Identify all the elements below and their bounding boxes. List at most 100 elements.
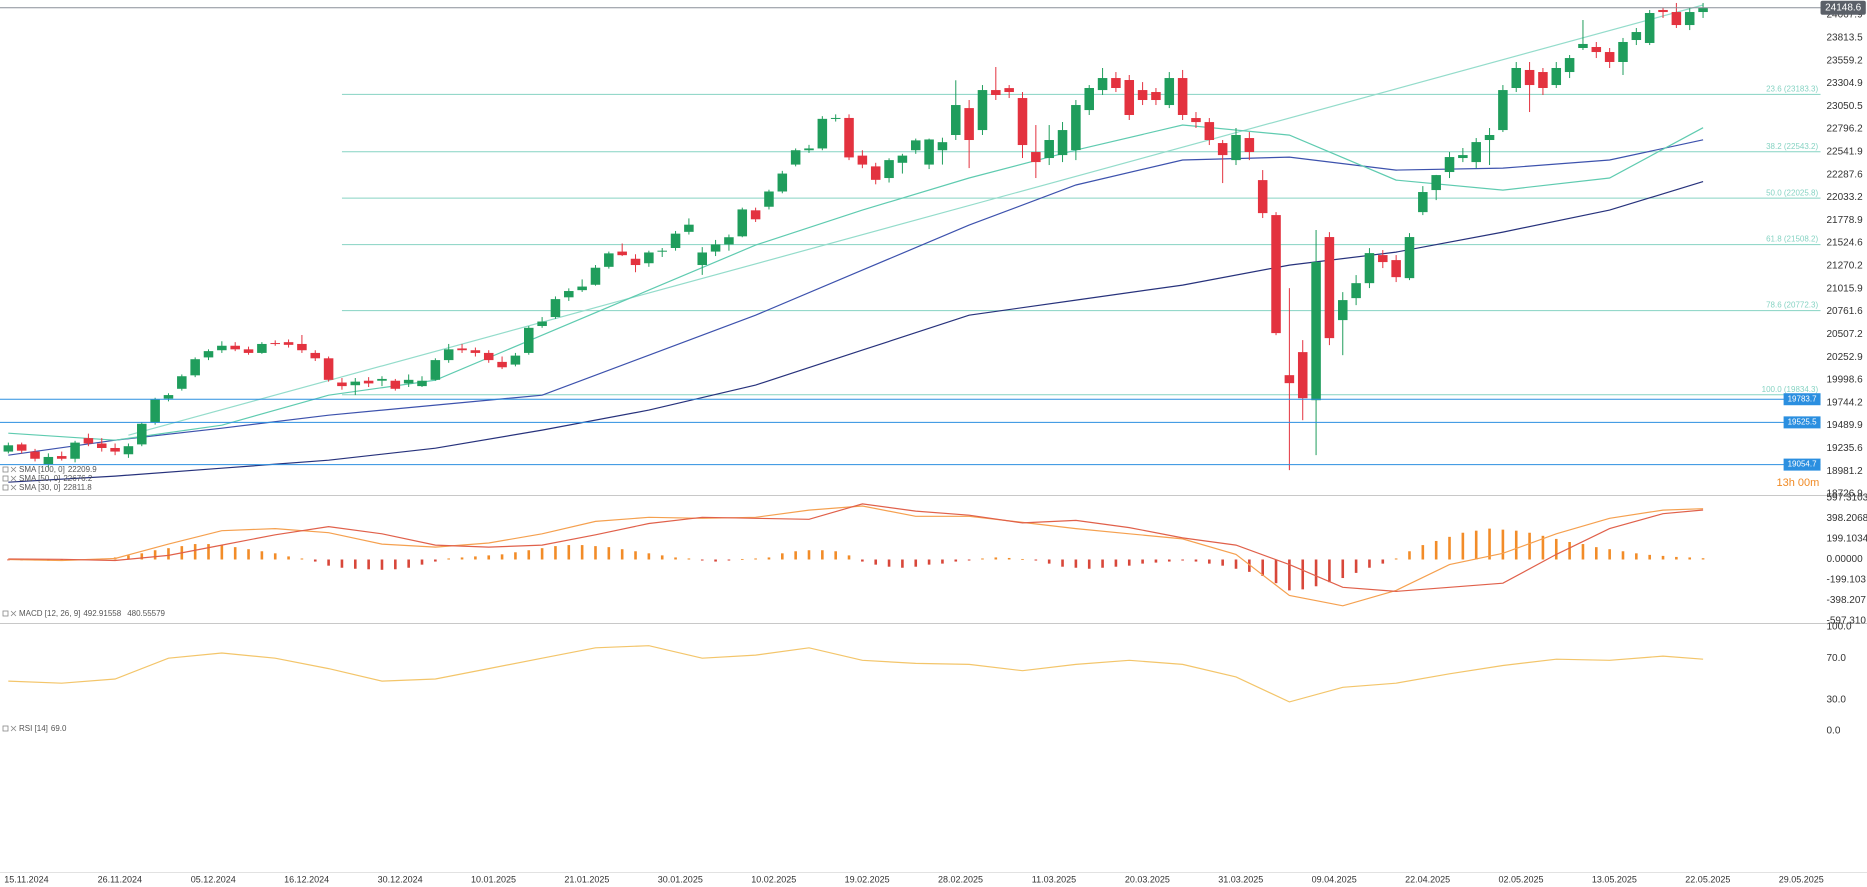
y-tick-label: 22033.2 — [1826, 192, 1863, 203]
countdown: 13h 00m — [1777, 477, 1820, 489]
macd-histogram-bar — [807, 550, 811, 560]
legend-icon — [2, 725, 9, 732]
macd-histogram-bar — [754, 558, 757, 560]
candle-body — [1244, 138, 1255, 153]
macd-histogram-bar — [1288, 559, 1291, 591]
macd-histogram-bar — [193, 544, 197, 560]
candle-body — [830, 117, 841, 119]
macd-histogram-bar — [514, 552, 517, 560]
y-tick-label: 199.1034 — [1826, 534, 1867, 545]
macd-histogram-bar — [1221, 559, 1224, 566]
macd-histogram-bar — [1061, 559, 1064, 567]
candle-body — [350, 381, 361, 386]
candle-body — [724, 237, 734, 245]
macd-histogram-bar — [1341, 559, 1345, 579]
legend-value: 69.0 — [51, 724, 67, 733]
candle-body — [1191, 118, 1201, 123]
y-tick-label: 18981.2 — [1826, 466, 1863, 477]
macd-histogram-bar — [1448, 536, 1451, 560]
y-tick-label: 21270.2 — [1826, 261, 1863, 272]
macd-histogram-bar — [1167, 559, 1171, 562]
candle-body — [1084, 87, 1094, 111]
candle-body — [537, 321, 547, 327]
macd-histogram-bar — [1381, 559, 1385, 564]
candle-body — [96, 443, 107, 448]
macd-histogram-bar — [1021, 558, 1024, 560]
y-tick-label: 0.00000 — [1826, 554, 1863, 565]
legend-close-icon — [10, 725, 17, 732]
candle-body — [1378, 255, 1388, 263]
legend-close-icon — [10, 610, 17, 617]
candle-body — [230, 345, 240, 350]
last-price-label: 24148.6 — [1825, 2, 1862, 13]
macd-histogram-bar — [1514, 530, 1518, 560]
candle-body — [1257, 180, 1268, 214]
candle-body — [657, 250, 667, 252]
moving-average — [8, 181, 1704, 483]
macd-histogram-bar — [380, 559, 384, 570]
candle-body — [1137, 90, 1148, 101]
macd-histogram-bar — [634, 551, 637, 560]
candle-body — [30, 451, 40, 459]
x-tick-label: 10.01.2025 — [471, 874, 516, 884]
candle-body — [1658, 9, 1668, 13]
candle-body — [190, 359, 200, 376]
candle-body — [1644, 13, 1655, 43]
candle-body — [137, 423, 147, 445]
macd-histogram-bar — [287, 556, 290, 560]
macd-histogram-bar — [447, 558, 450, 560]
x-tick-label: 26.11.2024 — [98, 874, 142, 884]
candle-body — [1337, 300, 1348, 321]
y-tick-label: 22287.6 — [1826, 169, 1863, 180]
candle-body — [617, 251, 627, 256]
macd-histogram-bar — [954, 559, 958, 562]
candle-body — [1111, 78, 1121, 88]
candle-body — [1471, 142, 1481, 163]
macd-histogram-bar — [874, 559, 878, 565]
candle-body — [1124, 80, 1135, 115]
candle-body — [497, 361, 507, 368]
candle-body — [1271, 215, 1281, 334]
candle-body — [1698, 7, 1708, 13]
candle-body — [1551, 67, 1562, 86]
macd-histogram-bar — [1007, 557, 1011, 560]
moving-average — [8, 139, 1704, 456]
macd-histogram-bar — [607, 547, 611, 560]
macd-histogram-bar — [714, 559, 717, 562]
macd-histogram-bar — [233, 547, 237, 560]
macd-line — [8, 503, 1704, 593]
y-tick-label: 21015.9 — [1826, 283, 1863, 294]
legend-value: 22811.8 — [63, 483, 92, 492]
candle-body — [16, 444, 27, 451]
macd-histogram-bar — [1368, 559, 1371, 568]
candle-body — [937, 142, 948, 151]
macd-histogram-bar — [527, 550, 531, 560]
y-tick-label: 20252.9 — [1826, 352, 1863, 363]
macd-histogram-bar — [1701, 558, 1705, 560]
macd-histogram-bar — [1501, 529, 1505, 560]
candle-body — [377, 378, 387, 381]
y-tick-label: 23559.2 — [1826, 55, 1863, 66]
macd-histogram-bar — [687, 558, 691, 560]
macd-histogram-bar — [1474, 530, 1478, 560]
macd-histogram-bar — [887, 559, 891, 567]
macd-histogram-bar — [660, 555, 664, 560]
legend-icon — [2, 484, 9, 491]
candle-body — [3, 445, 14, 452]
candle-body — [804, 148, 814, 151]
macd-histogram-bar — [927, 559, 931, 565]
legend-name: SMA [100, 0] — [19, 465, 65, 474]
candle-body — [870, 166, 881, 180]
candle-body — [1511, 67, 1522, 88]
candle-body — [1017, 98, 1028, 146]
candle-body — [110, 447, 120, 452]
legend-name: SMA [30, 0] — [19, 483, 60, 492]
macd-histogram-bar — [153, 550, 157, 560]
candle-body — [910, 140, 921, 151]
candle-body — [1524, 69, 1535, 86]
candle-body — [417, 380, 427, 387]
candle-body — [564, 291, 574, 298]
macd-histogram-bar — [1314, 559, 1318, 587]
